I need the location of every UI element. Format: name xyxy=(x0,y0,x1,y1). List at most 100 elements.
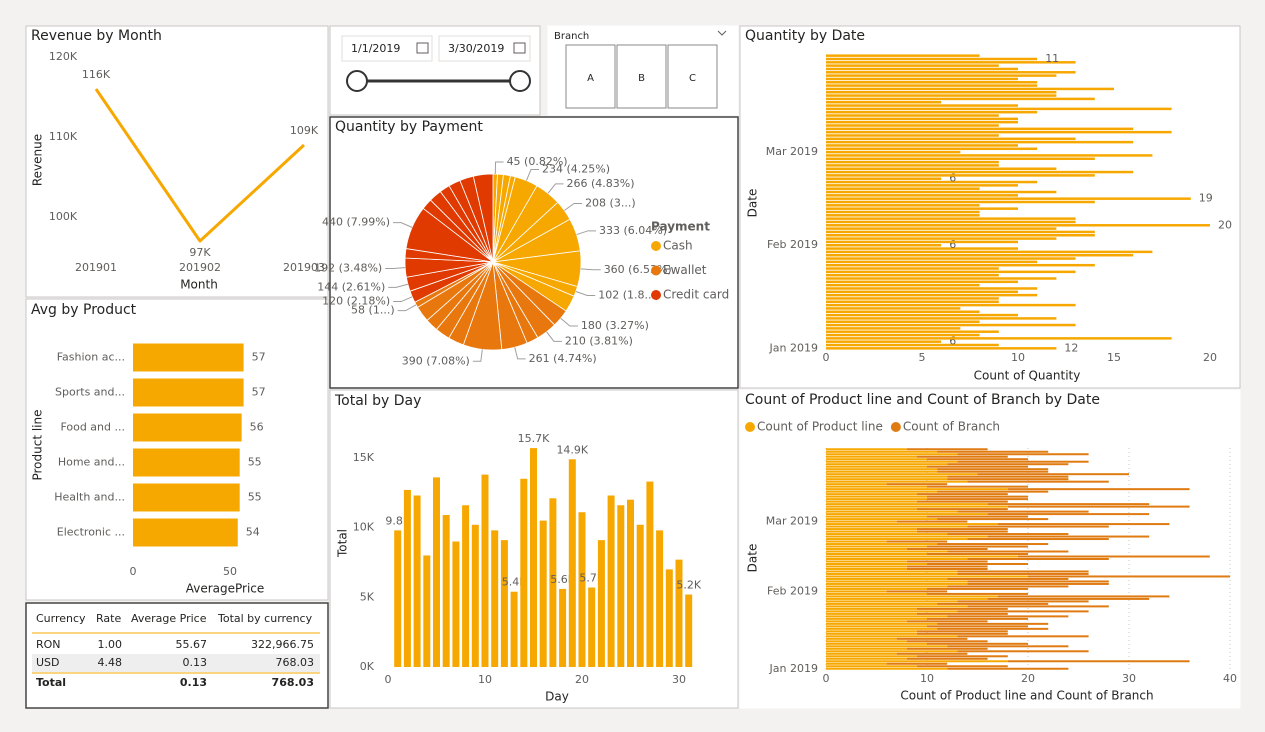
bar xyxy=(826,190,1057,194)
bar xyxy=(826,94,1057,97)
bar xyxy=(826,247,1018,250)
bar xyxy=(539,520,547,667)
bar xyxy=(826,340,942,343)
bar xyxy=(947,550,1069,553)
bar xyxy=(826,77,1018,81)
bar xyxy=(588,587,596,667)
data-label: 57 xyxy=(252,386,266,399)
calendar-icon[interactable] xyxy=(513,42,526,54)
bar xyxy=(927,562,1028,565)
branch-button[interactable] xyxy=(667,44,718,109)
bar xyxy=(826,590,887,593)
bar xyxy=(826,463,948,466)
bar xyxy=(957,610,1089,613)
bar xyxy=(826,54,980,57)
bar xyxy=(826,615,948,618)
bar xyxy=(826,184,1018,187)
y-axis-title: Revenue xyxy=(31,134,45,186)
data-label: 390 (7.08%) xyxy=(402,354,470,367)
bar xyxy=(826,587,927,590)
bar xyxy=(826,515,927,518)
table-cell: USD xyxy=(36,656,60,669)
data-label: 12 xyxy=(1064,341,1078,354)
x-tick-label: 201902 xyxy=(179,261,221,274)
bar xyxy=(423,555,431,667)
y-tick-label: 120K xyxy=(49,50,78,63)
bar xyxy=(826,503,988,506)
data-label: 144 (2.61%) xyxy=(317,280,385,293)
bar xyxy=(826,458,927,461)
legend-label: Count of Branch xyxy=(903,420,1000,434)
bar xyxy=(133,343,244,372)
bar xyxy=(826,652,897,655)
y-axis-title: Total xyxy=(336,529,350,558)
bar xyxy=(927,587,1028,590)
bar xyxy=(916,455,1008,458)
bar xyxy=(413,495,421,667)
bar xyxy=(1028,575,1230,578)
bar xyxy=(937,490,1049,493)
branch-label: B xyxy=(638,73,645,84)
slider-handle[interactable] xyxy=(509,70,531,92)
bar xyxy=(627,499,634,667)
leader-line xyxy=(397,304,417,312)
bar xyxy=(826,270,1076,274)
bar xyxy=(826,313,1018,317)
bar xyxy=(826,642,927,645)
bar xyxy=(927,485,1028,488)
bar xyxy=(957,600,1089,603)
bar xyxy=(826,330,999,333)
bar xyxy=(826,597,988,600)
bar xyxy=(826,253,1134,257)
slider-handle[interactable] xyxy=(346,70,368,92)
bar xyxy=(826,580,968,583)
data-label: 56 xyxy=(250,421,264,434)
bar xyxy=(826,622,938,625)
x-tick-label: 20 xyxy=(1203,351,1217,364)
bar xyxy=(826,655,917,658)
data-label: 192 (3.48%) xyxy=(314,261,382,274)
bar xyxy=(826,488,1008,491)
data-label: 19 xyxy=(1199,192,1213,205)
bar xyxy=(906,548,988,551)
bar xyxy=(826,562,927,565)
y-tick-label: Home and... xyxy=(58,456,125,469)
branch-button[interactable] xyxy=(565,44,616,109)
y-tick-label: Mar 2019 xyxy=(766,515,818,528)
bar xyxy=(826,177,942,180)
bar xyxy=(826,620,907,623)
chevron[interactable] xyxy=(717,30,727,36)
bar xyxy=(826,310,980,313)
leader-line xyxy=(560,317,578,327)
bar xyxy=(826,513,988,516)
bar xyxy=(916,508,1008,511)
bar xyxy=(947,533,1069,536)
bar xyxy=(826,455,917,458)
table-cell: RON xyxy=(36,638,61,651)
calendar-icon[interactable] xyxy=(416,42,429,54)
bar xyxy=(826,287,1038,290)
bar xyxy=(826,647,907,650)
bar xyxy=(927,553,1028,556)
bar xyxy=(826,187,980,190)
date-input[interactable] xyxy=(438,35,531,62)
line xyxy=(94,88,306,243)
branch-button[interactable] xyxy=(616,44,667,109)
y-tick-label: Mar 2019 xyxy=(766,145,818,158)
table-total: 0.13 xyxy=(180,676,207,689)
bar xyxy=(826,560,907,563)
y-axis-title: Product line xyxy=(31,409,45,480)
bar xyxy=(947,478,1069,481)
bar xyxy=(826,610,958,613)
date-end: 3/30/2019 xyxy=(448,42,504,55)
bar xyxy=(826,224,1210,227)
leader-line xyxy=(564,202,583,211)
x-tick-label: 5 xyxy=(919,351,926,364)
legend-marker xyxy=(651,290,661,300)
x-tick-label: 0 xyxy=(385,673,392,686)
bar xyxy=(826,577,948,580)
y-axis-title: Date xyxy=(746,189,760,218)
bar xyxy=(826,448,907,451)
bar xyxy=(826,157,1095,161)
data-label: 208 (3...) xyxy=(585,196,636,209)
